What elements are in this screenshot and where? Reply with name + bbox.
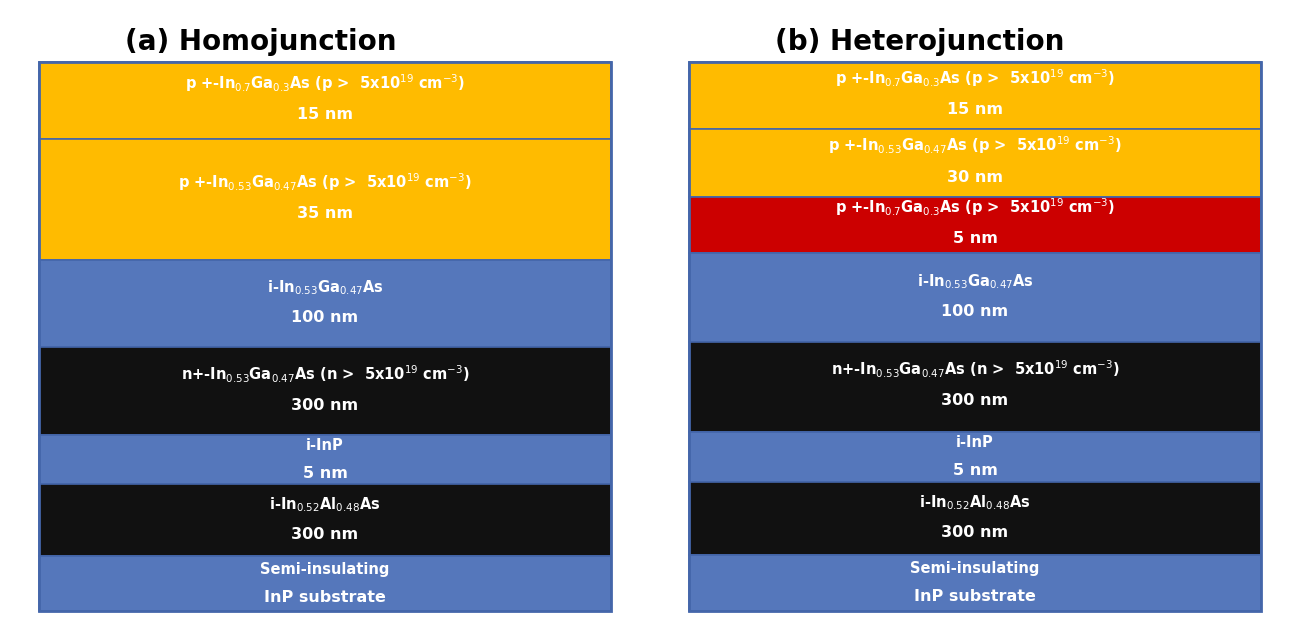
Text: n+-In$_{0.53}$Ga$_{0.47}$As (n >  5x10$^{19}$ cm$^{-3}$): n+-In$_{0.53}$Ga$_{0.47}$As (n > 5x10$^{… bbox=[181, 363, 469, 384]
Bar bbox=[689, 482, 1261, 554]
Text: i-In$_{0.52}$Al$_{0.48}$As: i-In$_{0.52}$Al$_{0.48}$As bbox=[269, 495, 381, 513]
Text: i-In$_{0.53}$Ga$_{0.47}$As: i-In$_{0.53}$Ga$_{0.47}$As bbox=[916, 272, 1034, 291]
Text: 300 nm: 300 nm bbox=[941, 525, 1009, 540]
Text: p +-In$_{0.7}$Ga$_{0.3}$As (p >  5x10$^{19}$ cm$^{-3}$): p +-In$_{0.7}$Ga$_{0.3}$As (p > 5x10$^{1… bbox=[835, 67, 1115, 89]
Bar bbox=[689, 252, 1261, 342]
Text: (b) Heterojunction: (b) Heterojunction bbox=[775, 28, 1065, 56]
Text: p +-In$_{0.53}$Ga$_{0.47}$As (p >  5x10$^{19}$ cm$^{-3}$): p +-In$_{0.53}$Ga$_{0.47}$As (p > 5x10$^… bbox=[828, 135, 1122, 156]
Text: p +-In$_{0.7}$Ga$_{0.3}$As (p >  5x10$^{19}$ cm$^{-3}$): p +-In$_{0.7}$Ga$_{0.3}$As (p > 5x10$^{1… bbox=[185, 72, 465, 94]
Text: 5 nm: 5 nm bbox=[953, 231, 997, 246]
Bar bbox=[689, 197, 1261, 252]
Text: i-In$_{0.52}$Al$_{0.48}$As: i-In$_{0.52}$Al$_{0.48}$As bbox=[919, 493, 1031, 511]
Text: Semi-insulating: Semi-insulating bbox=[910, 561, 1040, 576]
Text: InP substrate: InP substrate bbox=[914, 589, 1036, 604]
Bar bbox=[39, 260, 611, 348]
Text: 5 nm: 5 nm bbox=[303, 467, 347, 482]
Text: (a) Homojunction: (a) Homojunction bbox=[125, 28, 396, 56]
Bar bbox=[689, 62, 1261, 130]
Text: 15 nm: 15 nm bbox=[946, 102, 1004, 118]
Bar bbox=[39, 62, 611, 139]
Bar bbox=[689, 130, 1261, 197]
Text: i-In$_{0.53}$Ga$_{0.47}$As: i-In$_{0.53}$Ga$_{0.47}$As bbox=[266, 278, 384, 297]
Text: i-InP: i-InP bbox=[306, 438, 345, 453]
Text: 15 nm: 15 nm bbox=[296, 107, 354, 122]
Bar bbox=[689, 432, 1261, 482]
Bar bbox=[39, 139, 611, 260]
Text: p +-In$_{0.53}$Ga$_{0.47}$As (p >  5x10$^{19}$ cm$^{-3}$): p +-In$_{0.53}$Ga$_{0.47}$As (p > 5x10$^… bbox=[178, 171, 472, 193]
Text: Semi-insulating: Semi-insulating bbox=[260, 561, 390, 576]
Text: 35 nm: 35 nm bbox=[296, 206, 354, 221]
Text: 100 nm: 100 nm bbox=[291, 310, 359, 325]
Bar bbox=[689, 554, 1261, 611]
Text: 30 nm: 30 nm bbox=[946, 169, 1004, 184]
Text: 300 nm: 300 nm bbox=[291, 526, 359, 541]
Bar bbox=[39, 348, 611, 435]
Text: InP substrate: InP substrate bbox=[264, 590, 386, 605]
Bar bbox=[39, 485, 611, 556]
Text: 100 nm: 100 nm bbox=[941, 304, 1009, 319]
Bar bbox=[39, 556, 611, 611]
Bar bbox=[39, 435, 611, 485]
Text: 5 nm: 5 nm bbox=[953, 464, 997, 478]
Text: n+-In$_{0.53}$Ga$_{0.47}$As (n >  5x10$^{19}$ cm$^{-3}$): n+-In$_{0.53}$Ga$_{0.47}$As (n > 5x10$^{… bbox=[831, 359, 1119, 380]
Text: p +-In$_{0.7}$Ga$_{0.3}$As (p >  5x10$^{19}$ cm$^{-3}$): p +-In$_{0.7}$Ga$_{0.3}$As (p > 5x10$^{1… bbox=[835, 196, 1115, 218]
Text: 300 nm: 300 nm bbox=[291, 398, 359, 413]
Text: i-InP: i-InP bbox=[956, 435, 994, 450]
Text: 300 nm: 300 nm bbox=[941, 393, 1009, 408]
Bar bbox=[689, 342, 1261, 432]
